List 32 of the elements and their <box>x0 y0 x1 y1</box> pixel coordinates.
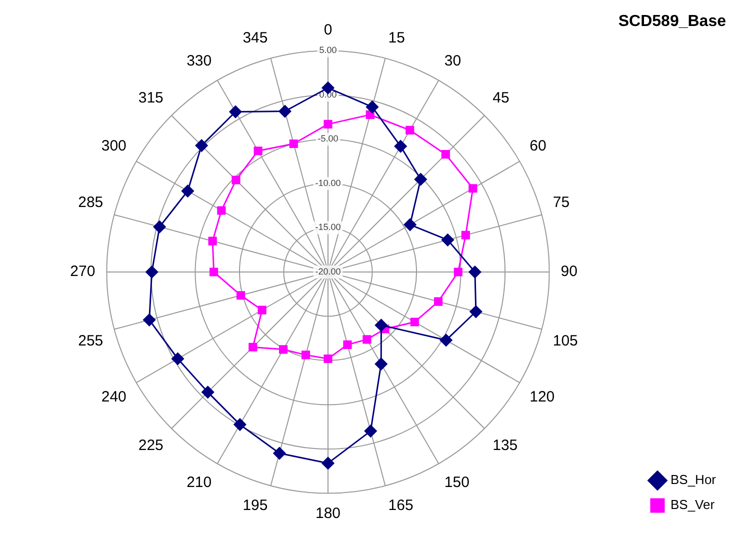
spoke-label: 240 <box>101 388 126 406</box>
spoke-label: 75 <box>552 194 570 211</box>
spoke-label: 300 <box>101 138 126 155</box>
spoke-label: 255 <box>78 332 104 350</box>
spoke-label: 150 <box>444 474 470 491</box>
y-tick-label: -10.00 <box>315 178 341 188</box>
legend-label: BS_Hor <box>670 472 717 488</box>
spoke-label: 15 <box>388 29 405 46</box>
spoke-label: 165 <box>388 497 414 514</box>
spoke-label: 210 <box>186 474 212 491</box>
y-tick-label: 5.00 <box>319 45 337 56</box>
legend-label: BS_Ver <box>670 497 716 512</box>
spoke-label: 45 <box>492 90 510 107</box>
spoke-label: 105 <box>552 332 578 350</box>
spoke-label: 180 <box>315 504 341 522</box>
spoke-label: 270 <box>70 263 96 280</box>
spoke-label: 225 <box>138 436 164 454</box>
y-tick-label: -20.00 <box>315 266 341 276</box>
spoke-label: 0 <box>324 21 332 38</box>
spoke-label: 195 <box>242 497 268 514</box>
y-tick-label: -15.00 <box>315 222 341 232</box>
chart-title: SCD589_Base <box>618 13 726 30</box>
spoke-label: 285 <box>78 194 104 211</box>
y-tick-label: -5.00 <box>318 134 338 144</box>
spoke-label: 315 <box>138 90 164 107</box>
spoke-label: 345 <box>242 29 268 46</box>
spoke-label: 30 <box>444 52 462 70</box>
spoke-label: 90 <box>560 263 578 280</box>
spoke-label: 330 <box>186 52 212 70</box>
spoke-label: 135 <box>492 436 518 454</box>
spoke-label: 60 <box>530 138 546 155</box>
spoke-label: 120 <box>530 388 555 406</box>
